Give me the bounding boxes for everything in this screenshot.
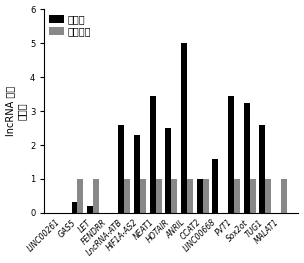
Bar <box>181 43 187 213</box>
Bar <box>71 202 78 213</box>
Bar <box>281 179 287 213</box>
Bar <box>165 128 171 213</box>
Bar <box>187 179 193 213</box>
Bar <box>140 179 146 213</box>
Bar <box>265 179 271 213</box>
Bar <box>78 179 83 213</box>
Bar <box>134 135 140 213</box>
Bar <box>250 179 256 213</box>
Bar <box>259 125 265 213</box>
Bar <box>93 179 99 213</box>
Bar <box>171 179 177 213</box>
Bar <box>87 205 93 213</box>
Bar <box>234 179 240 213</box>
Bar <box>203 179 209 213</box>
Bar <box>197 179 203 213</box>
Legend: 癌患者, 健康对照: 癌患者, 健康对照 <box>47 12 93 38</box>
Bar <box>156 179 162 213</box>
Bar <box>212 159 218 213</box>
Bar <box>124 179 130 213</box>
Bar <box>119 125 124 213</box>
Bar <box>244 103 250 213</box>
Bar <box>150 96 156 213</box>
Y-axis label: lncRNA 相对
表达量: lncRNA 相对 表达量 <box>5 86 27 136</box>
Bar <box>228 96 234 213</box>
